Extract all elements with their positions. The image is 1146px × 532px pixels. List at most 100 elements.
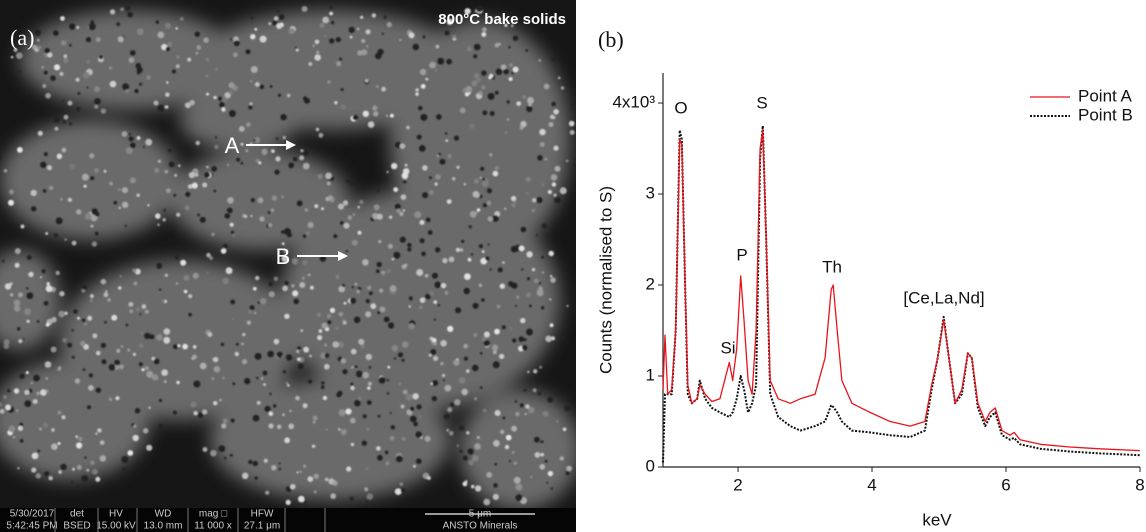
pore: [338, 285, 346, 293]
pore: [184, 102, 191, 109]
pore: [337, 341, 344, 348]
bright-region: [180, 90, 300, 150]
pore: [162, 218, 166, 222]
bright-grain: [357, 205, 361, 209]
pore: [88, 373, 93, 378]
bright-grain: [482, 27, 487, 32]
bright-grain: [479, 386, 483, 389]
pore: [26, 287, 29, 290]
bright-grain: [163, 328, 171, 335]
pore: [110, 9, 116, 15]
bright-grain: [249, 102, 253, 105]
bright-grain: [254, 476, 258, 480]
pore: [340, 428, 347, 436]
pore: [250, 16, 254, 20]
bright-grain: [302, 234, 307, 238]
pore: [249, 305, 255, 311]
pore: [184, 205, 190, 211]
pore: [494, 166, 499, 170]
bright-grain: [378, 376, 386, 384]
pore: [156, 262, 163, 269]
pore: [288, 28, 295, 34]
pore: [77, 316, 80, 320]
pore: [9, 189, 14, 195]
bright-grain: [3, 395, 7, 399]
bright-grain: [185, 191, 191, 197]
pore: [94, 231, 99, 236]
pore: [518, 336, 525, 342]
bright-grain: [89, 294, 94, 299]
pore: [508, 46, 511, 49]
bright-grain: [547, 189, 552, 195]
pore: [433, 318, 436, 321]
bright-grain: [64, 311, 68, 315]
pore: [146, 75, 151, 80]
pore: [503, 68, 509, 75]
pore: [259, 35, 267, 43]
bright-grain: [176, 380, 180, 385]
pore: [223, 243, 228, 249]
pore: [456, 444, 459, 447]
pore: [25, 371, 29, 375]
bright-grain: [121, 456, 129, 463]
pore: [366, 493, 374, 500]
pore: [177, 344, 181, 348]
bright-grain: [125, 5, 131, 11]
pore: [378, 240, 382, 243]
bright-grain: [316, 312, 322, 317]
bright-grain: [347, 215, 353, 221]
pore: [282, 370, 286, 374]
bright-grain: [55, 270, 60, 276]
bright-grain: [306, 231, 310, 236]
bright-grain: [13, 48, 18, 52]
pore: [158, 288, 162, 291]
bright-grain: [415, 92, 419, 96]
pore: [263, 383, 266, 386]
pore: [368, 291, 373, 296]
bright-grain: [273, 338, 280, 345]
pore: [338, 312, 344, 317]
bright-grain: [325, 428, 328, 431]
bright-grain: [390, 113, 394, 118]
bright-grain: [550, 275, 553, 278]
bright-grain: [317, 335, 323, 341]
bright-grain: [108, 364, 116, 371]
bright-grain: [502, 416, 506, 420]
bright-grain: [481, 298, 485, 302]
pore: [226, 163, 230, 167]
pore: [232, 382, 236, 386]
bright-grain: [483, 331, 490, 338]
pore: [301, 6, 308, 12]
pore: [254, 82, 260, 87]
bright-grain: [415, 431, 422, 438]
bright-grain: [82, 368, 86, 372]
pore: [566, 465, 572, 472]
pore: [348, 26, 355, 33]
pore: [469, 123, 475, 129]
pore: [436, 155, 439, 157]
pore: [314, 39, 320, 45]
pore: [489, 268, 492, 271]
pore: [163, 380, 167, 384]
bright-grain: [164, 22, 171, 29]
bright-grain: [464, 480, 468, 483]
pore: [276, 351, 283, 358]
pore: [455, 247, 460, 252]
bright-grain: [55, 217, 63, 225]
bright-grain: [444, 30, 450, 36]
bright-grain: [13, 299, 21, 307]
bright-grain: [225, 267, 233, 275]
bright-grain: [438, 153, 441, 156]
bright-grain: [270, 208, 275, 213]
pore: [494, 410, 501, 416]
bright-grain: [95, 387, 102, 393]
pore: [4, 283, 12, 290]
bright-grain: [45, 232, 49, 235]
pore: [370, 303, 377, 310]
pore: [99, 55, 103, 60]
pore: [307, 476, 314, 482]
pore: [520, 226, 527, 233]
bright-grain: [514, 304, 517, 307]
pore: [471, 80, 478, 87]
bright-grain: [325, 172, 332, 180]
